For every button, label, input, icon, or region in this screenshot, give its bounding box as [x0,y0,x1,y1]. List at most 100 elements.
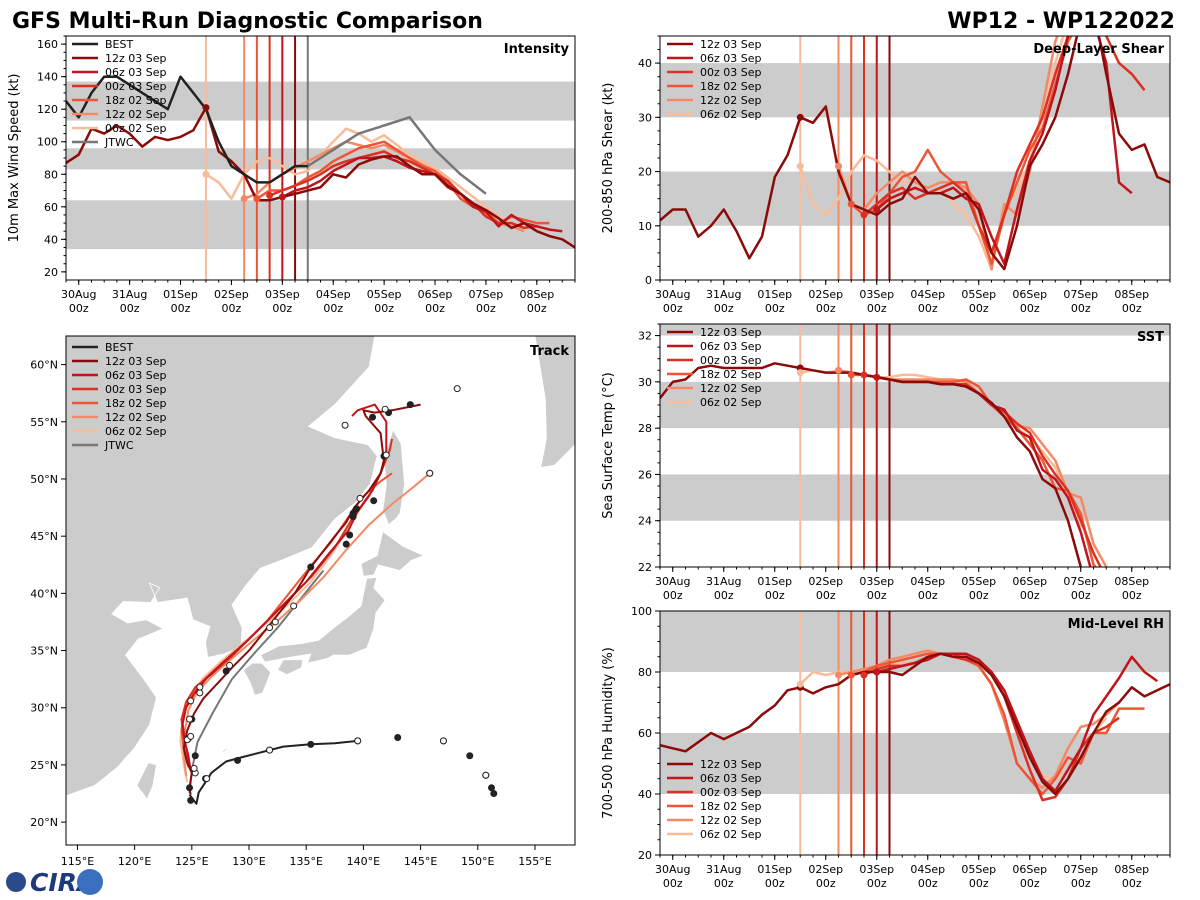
init-point [873,373,881,381]
init-point [796,369,804,377]
init-point [847,371,855,379]
forecast-open-point [186,715,194,723]
init-point [847,200,855,208]
series-line-12z-02-sep [837,36,1059,271]
legend-label: 18z 02 Sep [700,80,762,93]
init-point [835,671,842,679]
y-tick-label: 28 [638,422,652,435]
y-tick-label: 40°N [30,587,58,600]
series-line-06z-03-sep [281,155,563,233]
legend-label: 06z 03 Sep [700,772,762,785]
x-tick-hour: 00z [120,302,140,315]
x-tick-label: 125°E [175,855,208,868]
x-tick-hour: 00z [1020,877,1040,890]
legend-label: 00z 03 Sep [700,786,762,799]
legend-label: BEST [105,341,133,354]
x-tick-hour: 00z [476,302,496,315]
x-tick-hour: 00z [867,302,887,315]
x-tick-day: 04Sep [910,288,945,301]
x-tick-hour: 00z [867,877,887,890]
forecast-point [222,667,230,675]
x-tick-day: 05Sep [961,575,996,588]
x-tick-day: 31Aug [706,575,741,588]
forecast-open-point [203,775,211,783]
forecast-point [370,497,378,505]
legend-label: JTWC [104,136,134,149]
forecast-open-point [290,602,298,610]
panel-title: Mid-Level RH [1068,617,1164,632]
legend-label: 12z 02 Sep [105,108,167,121]
x-tick-day: 03Sep [859,863,894,876]
legend-label: 12z 03 Sep [105,52,167,65]
legend-label: JTWC [104,439,134,452]
x-tick-day: 02Sep [808,863,843,876]
x-tick-hour: 00z [816,589,836,602]
y-tick-label: 20°N [30,816,58,829]
x-tick-day: 07Sep [469,288,504,301]
best-track-fix [488,784,496,792]
x-tick-label: 155°E [518,855,551,868]
x-tick-hour: 00z [1020,589,1040,602]
legend-label: 06z 03 Sep [700,340,762,353]
x-tick-hour: 00z [918,589,938,602]
x-tick-day: 06Sep [1012,288,1047,301]
x-tick-hour: 00z [969,877,989,890]
x-tick-day: 08Sep [1114,288,1149,301]
x-tick-day: 02Sep [808,575,843,588]
best-track-fix [490,790,498,798]
y-tick-label: 80 [638,666,652,679]
x-tick-day: 31Aug [706,863,741,876]
forecast-open-point [187,732,195,740]
init-point [796,162,804,170]
threshold-band [660,63,1170,118]
y-tick-label: 0 [645,274,652,287]
legend-label: 06z 03 Sep [105,66,167,79]
forecast-open-point [226,661,234,669]
forecast-open-point [382,451,390,459]
legend-label: 06z 03 Sep [700,52,762,65]
y-axis-label: 700-500 hPa Humidity (%) [601,647,616,819]
logo-seal-icon [77,869,103,895]
forecast-open-point [453,385,461,393]
x-tick-hour: 00z [1122,589,1142,602]
x-tick-hour: 00z [663,589,683,602]
land-honshu [259,576,386,664]
x-tick-day: 06Sep [1012,863,1047,876]
best-track-fix [394,733,402,741]
y-tick-label: 40 [638,788,652,801]
land-taiwan [136,762,157,800]
x-tick-day: 01Sep [163,288,198,301]
x-tick-hour: 00z [714,589,734,602]
land-okinawa [220,744,230,755]
storm-id: WP12 - WP122022 [947,9,1175,34]
legend-label: 06z 02 Sep [700,396,762,409]
legend-label: 18z 02 Sep [105,94,167,107]
x-tick-day: 06Sep [1012,575,1047,588]
legend-label: 06z 02 Sep [700,108,762,121]
x-tick-hour: 00z [1071,877,1091,890]
x-tick-day: 02Sep [214,288,249,301]
x-tick-hour: 00z [1071,589,1091,602]
x-tick-hour: 00z [918,302,938,315]
init-point [202,170,210,178]
legend-label: 00z 03 Sep [700,66,762,79]
forecast-open-point [266,746,274,754]
x-tick-day: 01Sep [757,575,792,588]
x-tick-hour: 00z [527,302,547,315]
series-line-12z-03-sep [660,652,1170,796]
x-tick-hour: 00z [272,302,292,315]
forecast-open-point [266,624,274,632]
x-tick-hour: 00z [1071,302,1091,315]
x-tick-hour: 00z [425,302,445,315]
y-tick-label: 32 [638,330,652,343]
y-tick-label: 20 [638,849,652,862]
y-tick-label: 10 [638,220,652,233]
x-tick-day: 01Sep [757,288,792,301]
x-tick-hour: 00z [171,302,191,315]
forecast-open-point [381,405,389,413]
best-track-fix [187,796,195,804]
legend-label: 18z 02 Sep [700,368,762,381]
init-point [202,104,210,112]
y-tick-label: 22 [638,561,652,574]
x-tick-hour: 00z [1020,302,1040,315]
